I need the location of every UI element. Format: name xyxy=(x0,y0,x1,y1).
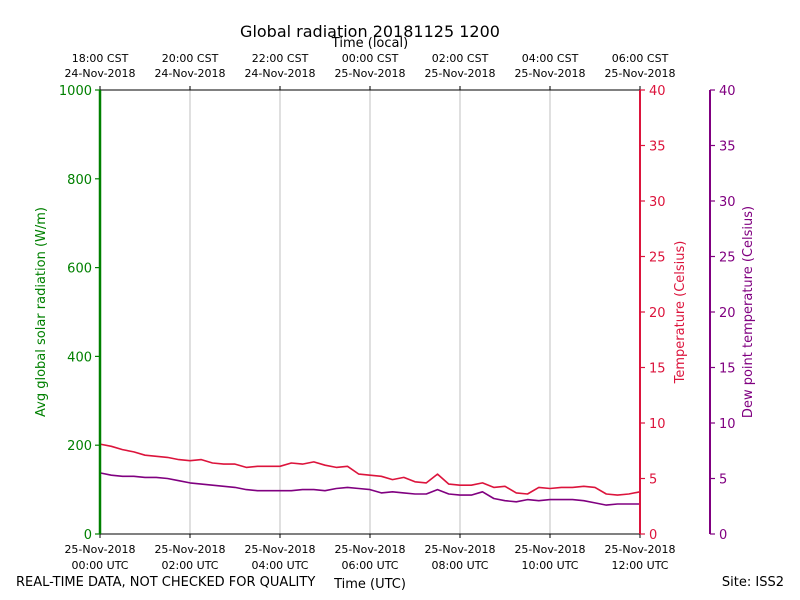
y-tick-label: 400 xyxy=(67,350,92,365)
x-tick-label-bottom-time: 08:00 UTC xyxy=(431,559,488,572)
left-axis-label: Avg global solar radiation (W/m) xyxy=(34,207,49,417)
temperature-axis-label: Temperature (Celsius) xyxy=(673,241,688,385)
dewpoint-axis-label: Dew point temperature (Celsius) xyxy=(741,206,756,418)
y-tick-label: 200 xyxy=(67,439,92,454)
x-tick-label-top-time: 06:00 CST xyxy=(612,52,669,65)
y-tick-label: 30 xyxy=(649,195,666,210)
x-tick-label-top-time: 04:00 CST xyxy=(522,52,579,65)
x-tick-label-bottom-time: 04:00 UTC xyxy=(251,559,308,572)
y-tick-label: 35 xyxy=(649,140,666,155)
y-tick-label: 5 xyxy=(719,473,727,488)
x-tick-label-top-time: 00:00 CST xyxy=(342,52,399,65)
y-tick-label: 800 xyxy=(67,173,92,188)
x-tick-label-bottom-time: 06:00 UTC xyxy=(341,559,398,572)
x-tick-label-bottom-time: 02:00 UTC xyxy=(161,559,218,572)
y-tick-label: 10 xyxy=(649,417,666,432)
site-label: Site: ISS2 xyxy=(721,575,784,590)
y-tick-label: 20 xyxy=(649,306,666,321)
x-tick-label-top-time: 20:00 CST xyxy=(162,52,219,65)
x-tick-label-bottom-date: 25-Nov-2018 xyxy=(604,543,675,556)
y-tick-label: 10 xyxy=(719,417,736,432)
y-tick-label: 1000 xyxy=(59,84,92,99)
x-tick-label-bottom-time: 12:00 UTC xyxy=(611,559,668,572)
x-tick-label-top-date: 24-Nov-2018 xyxy=(64,67,135,80)
x-tick-label-bottom-date: 25-Nov-2018 xyxy=(514,543,585,556)
chart-title: Global radiation 20181125 1200 xyxy=(240,22,500,41)
data-quality-note: REAL-TIME DATA, NOT CHECKED FOR QUALITY xyxy=(16,575,316,590)
y-tick-label: 20 xyxy=(719,306,736,321)
series-line xyxy=(99,443,641,496)
top-axis-label: Time (local) xyxy=(331,36,408,51)
x-tick-label-top-date: 25-Nov-2018 xyxy=(424,67,495,80)
x-tick-label-top-date: 25-Nov-2018 xyxy=(604,67,675,80)
x-tick-label-bottom-date: 25-Nov-2018 xyxy=(334,543,405,556)
x-tick-label-top-date: 25-Nov-2018 xyxy=(514,67,585,80)
axes xyxy=(98,89,711,535)
x-tick-label-bottom-time: 00:00 UTC xyxy=(71,559,128,572)
y-tick-label: 25 xyxy=(649,251,666,266)
x-tick-label-bottom-time: 10:00 UTC xyxy=(521,559,578,572)
data-series xyxy=(99,443,641,506)
x-tick-label-top-date: 25-Nov-2018 xyxy=(334,67,405,80)
y-tick-label: 0 xyxy=(719,528,727,543)
y-tick-label: 0 xyxy=(84,528,92,543)
y-tick-label: 15 xyxy=(719,362,736,377)
x-tick-label-bottom-date: 25-Nov-2018 xyxy=(244,543,315,556)
y-tick-label: 35 xyxy=(719,140,736,155)
y-tick-label: 0 xyxy=(649,528,657,543)
x-tick-label-top-time: 18:00 CST xyxy=(72,52,129,65)
y-tick-label: 600 xyxy=(67,262,92,277)
x-tick-label-top-time: 02:00 CST xyxy=(432,52,489,65)
y-tick-label: 30 xyxy=(719,195,736,210)
y-tick-label: 25 xyxy=(719,251,736,266)
x-tick-label-bottom-date: 25-Nov-2018 xyxy=(154,543,225,556)
y-tick-label: 40 xyxy=(649,84,666,99)
bottom-axis-label: Time (UTC) xyxy=(333,577,406,592)
y-tick-label: 5 xyxy=(649,473,657,488)
y-tick-label: 40 xyxy=(719,84,736,99)
x-tick-label-top-date: 24-Nov-2018 xyxy=(244,67,315,80)
x-tick-label-bottom-date: 25-Nov-2018 xyxy=(64,543,135,556)
x-tick-label-bottom-date: 25-Nov-2018 xyxy=(424,543,495,556)
tick-marks: 25-Nov-2018 00:00 UTC 18:00 CST 24-Nov-2018… xyxy=(59,52,736,572)
x-tick-label-top-time: 22:00 CST xyxy=(252,52,309,65)
x-tick-label-top-date: 24-Nov-2018 xyxy=(154,67,225,80)
series-line xyxy=(99,472,640,506)
y-tick-label: 15 xyxy=(649,362,666,377)
